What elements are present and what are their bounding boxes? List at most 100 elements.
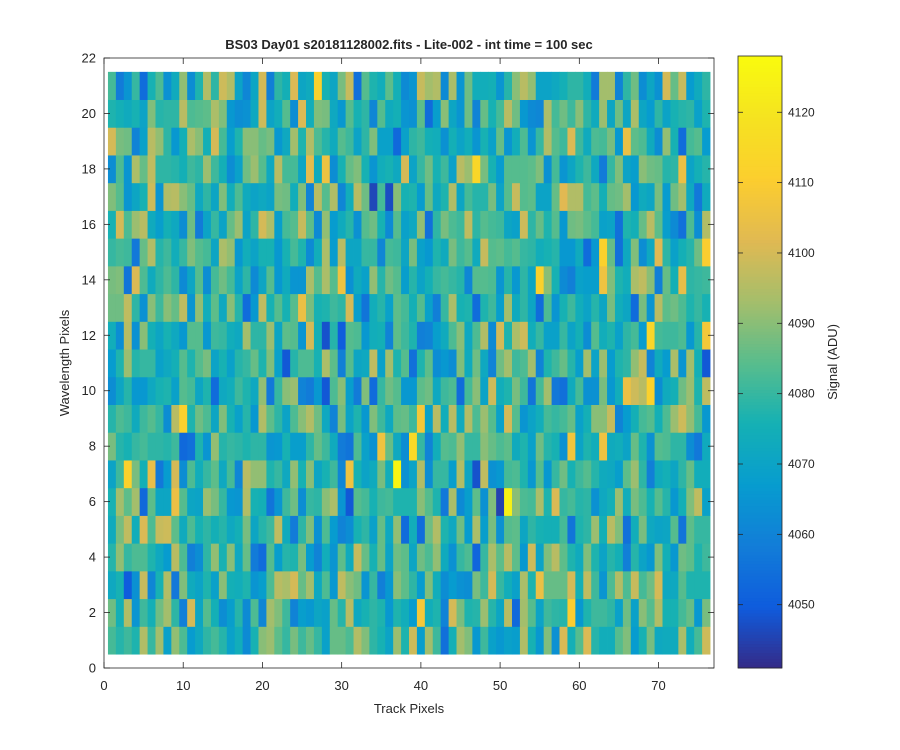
heatmap-cell [306, 487, 315, 516]
heatmap-cell [139, 99, 148, 128]
heatmap-cell [519, 238, 529, 267]
heatmap-cell [115, 487, 125, 516]
colorbar-band [738, 147, 782, 152]
heatmap-cell [686, 460, 695, 489]
heatmap-cell [195, 460, 204, 489]
heatmap-cell [638, 598, 648, 627]
heatmap-cell [591, 99, 600, 128]
heatmap-cell [662, 404, 671, 433]
heatmap-cell [179, 238, 188, 267]
heatmap-cell [694, 155, 703, 184]
heatmap-cell [678, 487, 687, 516]
heatmap-cell [337, 210, 347, 239]
heatmap-cell [678, 460, 687, 489]
heatmap-cell [591, 293, 600, 322]
heatmap-cell [496, 349, 505, 378]
heatmap-cell [567, 460, 576, 489]
heatmap-cell [551, 238, 560, 267]
heatmap-cell [638, 515, 648, 544]
heatmap-cell [464, 432, 473, 461]
heatmap-cell [337, 598, 347, 627]
heatmap-cell [290, 155, 299, 184]
heatmap-cell [155, 155, 164, 184]
heatmap-cell [123, 460, 133, 489]
colorbar-band [738, 414, 782, 418]
heatmap-cell [195, 127, 204, 156]
heatmap-cell [290, 432, 299, 461]
colorbar-band [738, 368, 782, 372]
heatmap-cell [702, 210, 711, 239]
heatmap-cell [630, 598, 640, 627]
heatmap-cell [670, 182, 679, 211]
heatmap-cell [543, 543, 552, 572]
heatmap-cell [527, 265, 537, 295]
heatmap-cell [638, 265, 648, 295]
heatmap-cell [440, 349, 450, 378]
heatmap-cell [607, 210, 616, 239]
heatmap-cell [488, 460, 497, 489]
heatmap-cell [702, 487, 711, 516]
heatmap-cell [179, 598, 188, 627]
heatmap-cell [115, 543, 125, 572]
colorbar-band [738, 472, 782, 476]
heatmap-cell [187, 404, 196, 433]
heatmap-cell [614, 99, 624, 128]
colorbar-tick-label: 4100 [788, 246, 815, 260]
heatmap-cell [195, 210, 204, 239]
heatmap-cell [329, 321, 339, 350]
heatmap-cell [139, 349, 148, 378]
heatmap-cell [527, 293, 537, 322]
colorbar-band [738, 563, 782, 568]
heatmap-cell [210, 155, 220, 184]
heatmap-cell [131, 349, 141, 378]
heatmap-cell [107, 293, 117, 322]
heatmap-cell [583, 155, 592, 184]
heatmap-cell [329, 432, 339, 461]
heatmap-cell [511, 487, 521, 516]
heatmap-cell [662, 598, 671, 627]
heatmap-cell [440, 293, 450, 322]
heatmap-cell [583, 376, 592, 405]
heatmap-cell [163, 376, 172, 405]
heatmap-cell [686, 321, 695, 350]
colorbar-tick-label: 4060 [788, 527, 815, 541]
heatmap-cell [115, 349, 125, 378]
heatmap-cell [480, 376, 489, 405]
heatmap-cell [107, 404, 117, 433]
heatmap-cell [432, 182, 442, 211]
heatmap-cell [345, 293, 354, 322]
heatmap-cell [282, 182, 291, 211]
heatmap-cell [551, 598, 560, 627]
heatmap-cell [187, 349, 196, 378]
heatmap-cell [321, 238, 331, 267]
heatmap-cell [424, 487, 434, 516]
heatmap-cell [369, 404, 378, 433]
colorbar-band [738, 346, 782, 351]
colorbar-tick-label: 4120 [788, 105, 815, 119]
heatmap-cell [313, 265, 323, 295]
heatmap-cell [203, 349, 212, 378]
heatmap-cell [567, 570, 576, 600]
heatmap-cell [662, 182, 671, 211]
heatmap-cell [258, 570, 267, 600]
heatmap-cell [250, 515, 259, 544]
heatmap-cell [694, 99, 703, 128]
heatmap-cell [361, 432, 370, 461]
heatmap-cell [401, 349, 410, 378]
heatmap-cell [440, 515, 450, 544]
heatmap-cell [472, 376, 481, 405]
colorbar-band [738, 478, 782, 482]
heatmap-cell [115, 99, 125, 128]
heatmap-cell [218, 349, 228, 378]
heatmap-cell [377, 349, 386, 378]
heatmap-cell [258, 543, 267, 572]
heatmap-cell [210, 570, 220, 600]
heatmap-cell [416, 155, 426, 184]
heatmap-cell [654, 127, 663, 156]
heatmap-cell [504, 210, 513, 239]
colorbar-band [738, 536, 782, 540]
y-tick-label: 0 [89, 661, 96, 676]
heatmap-cell [171, 570, 180, 600]
heatmap-cell [123, 182, 133, 211]
heatmap-cell [393, 570, 402, 600]
